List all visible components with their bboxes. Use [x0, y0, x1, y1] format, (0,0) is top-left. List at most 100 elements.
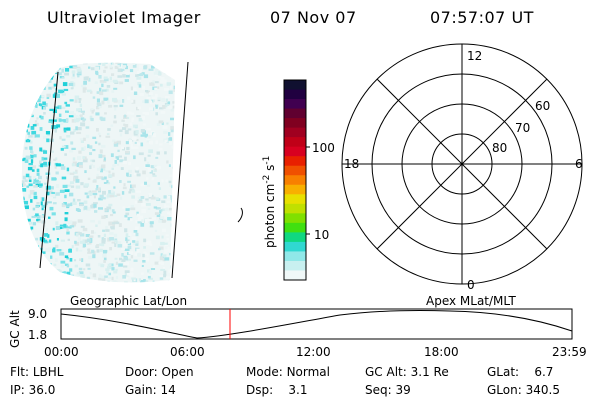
uv-speckle — [37, 220, 43, 223]
uv-speckle — [167, 195, 171, 199]
uv-speckle — [66, 228, 69, 232]
uv-speckle — [74, 118, 79, 123]
uv-speckle — [101, 177, 105, 181]
uv-speckle — [145, 138, 151, 143]
geographic-label: Geographic Lat/Lon — [70, 294, 188, 308]
uv-speckle — [88, 255, 92, 260]
uv-speckle — [92, 192, 98, 196]
uv-speckle — [90, 67, 96, 71]
uv-speckle — [58, 89, 63, 94]
uv-speckle — [28, 175, 32, 180]
uv-speckle — [141, 116, 145, 120]
uv-speckle — [73, 115, 79, 118]
uv-speckle — [130, 143, 133, 148]
uv-speckle — [132, 136, 137, 141]
uv-speckle — [113, 120, 117, 124]
uv-speckle — [69, 65, 73, 69]
uv-speckle — [62, 82, 68, 87]
uv-speckle — [152, 98, 155, 103]
uv-speckle — [23, 200, 29, 205]
uv-speckle — [166, 205, 170, 209]
uv-speckle — [127, 128, 132, 131]
uv-speckle — [30, 154, 34, 159]
uv-speckle — [153, 81, 159, 84]
uv-speckle — [95, 112, 100, 116]
uv-speckle — [112, 211, 116, 214]
uv-speckle — [74, 99, 78, 103]
uv-speckle — [35, 237, 39, 241]
uv-speckle — [113, 271, 118, 274]
uv-speckle — [92, 273, 97, 278]
uv-speckle — [33, 191, 37, 196]
uv-speckle — [39, 115, 42, 118]
uv-speckle — [28, 194, 32, 199]
uv-speckle — [103, 176, 107, 180]
uv-speckle — [148, 277, 154, 280]
uv-speckle — [66, 135, 71, 138]
uv-speckle — [101, 83, 104, 88]
uv-speckle — [90, 90, 93, 94]
uv-speckle — [36, 168, 40, 173]
uv-speckle — [168, 90, 173, 95]
uv-speckle — [163, 270, 167, 275]
uv-speckle — [52, 248, 56, 253]
uv-speckle — [151, 65, 155, 69]
uv-speckle — [40, 201, 43, 206]
uv-speckle — [121, 259, 126, 262]
uv-speckle — [131, 118, 134, 122]
colorbar-band — [284, 137, 306, 148]
uv-speckle — [128, 232, 132, 236]
uv-speckle — [155, 207, 160, 210]
colorbar-band — [284, 184, 306, 195]
uv-speckle — [113, 87, 118, 90]
uv-speckle — [41, 95, 45, 98]
uv-speckle — [98, 62, 102, 65]
uv-speckle — [101, 144, 106, 148]
uv-speckle — [125, 74, 130, 78]
uv-speckle — [117, 64, 120, 67]
colorbar-band — [284, 213, 306, 224]
uv-speckle — [106, 271, 109, 274]
uv-speckle — [52, 227, 55, 231]
uv-speckle — [156, 151, 160, 155]
uv-speckle — [135, 130, 139, 134]
uv-speckle — [67, 238, 71, 241]
uv-speckle — [74, 162, 79, 167]
uv-speckle — [82, 239, 85, 244]
uv-speckle — [99, 135, 102, 138]
uv-speckle — [120, 64, 124, 68]
uv-speckle — [79, 203, 84, 207]
uv-speckle — [155, 235, 160, 240]
uv-speckle — [170, 129, 175, 133]
uv-speckle — [109, 247, 113, 251]
uv-speckle — [164, 257, 170, 261]
uv-speckle — [84, 183, 90, 187]
uv-speckle — [91, 190, 97, 193]
uv-speckle — [55, 269, 61, 272]
uv-speckle — [57, 72, 62, 76]
uv-speckle — [82, 243, 87, 248]
uv-speckle — [31, 151, 34, 155]
uv-speckle — [48, 239, 52, 243]
xtick-2359: 23:59 — [552, 345, 587, 359]
uv-speckle — [148, 68, 154, 71]
uv-speckle — [74, 264, 78, 268]
uv-speckle — [144, 257, 149, 262]
uv-speckle — [160, 209, 163, 212]
uv-speckle — [165, 104, 170, 108]
mlt-label-left: 18 — [344, 157, 359, 171]
uv-speckle — [66, 231, 70, 235]
uv-speckle — [51, 125, 56, 130]
uv-speckle — [157, 106, 160, 109]
uv-speckle — [97, 220, 101, 225]
uv-speckle — [92, 231, 97, 234]
uv-speckle — [23, 157, 27, 161]
uv-speckle — [150, 196, 156, 200]
uv-speckle — [127, 258, 132, 261]
uv-speckle — [79, 240, 84, 244]
uv-speckle — [26, 185, 30, 188]
uv-speckle — [160, 268, 166, 271]
uv-speckle — [101, 243, 105, 247]
uv-speckle — [149, 252, 155, 255]
uv-speckle — [116, 140, 121, 145]
